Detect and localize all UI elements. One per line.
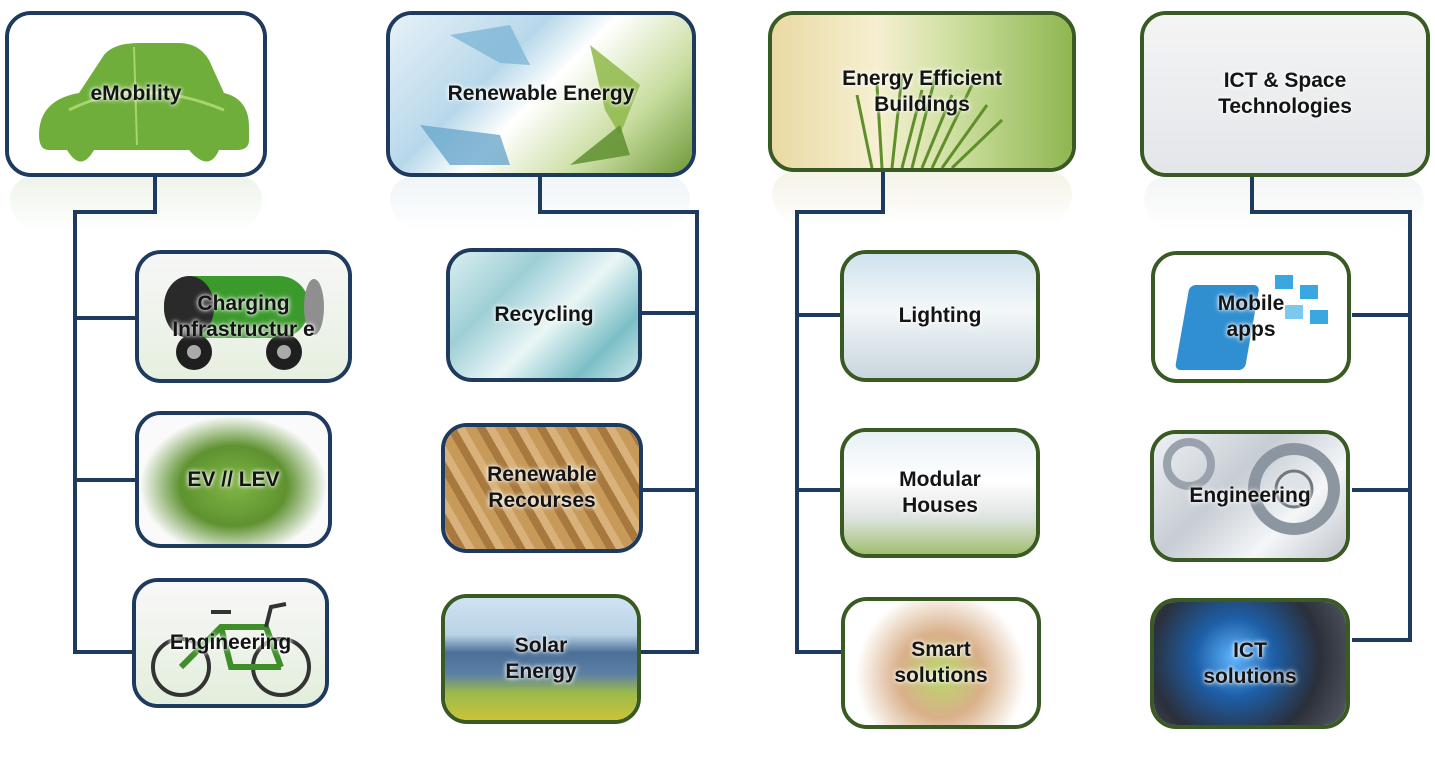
item-label: Recycling bbox=[494, 303, 594, 327]
item-recycling[interactable]: Recycling bbox=[446, 248, 642, 382]
header-renewable-energy[interactable]: Renewable Energy bbox=[386, 11, 696, 177]
globe-icon bbox=[1154, 602, 1346, 725]
grass-building-icon bbox=[772, 15, 1072, 168]
reflection bbox=[772, 172, 1072, 227]
pellets-icon bbox=[445, 427, 639, 549]
tablet-icon bbox=[1155, 255, 1347, 379]
connector-ict bbox=[1250, 175, 1412, 642]
item-renewable-recourses[interactable]: Renewable Recourses bbox=[441, 423, 643, 553]
header-label: Renewable Energy bbox=[447, 82, 635, 106]
item-label: Smart solutions bbox=[894, 638, 988, 687]
reflection bbox=[10, 177, 262, 232]
item-solar-energy[interactable]: Solar Energy bbox=[441, 594, 641, 724]
item-label: EV // LEV bbox=[187, 467, 280, 491]
reflection bbox=[1144, 177, 1424, 232]
header-label: eMobility bbox=[90, 82, 182, 106]
leaf-car-icon bbox=[9, 15, 263, 173]
satellite-icon bbox=[1144, 15, 1426, 173]
connector-emobility bbox=[73, 175, 157, 654]
item-ict-solutions[interactable]: ICT solutions bbox=[1150, 598, 1350, 729]
item-charging-infrastructure[interactable]: Charging Infrastructur e bbox=[135, 250, 352, 383]
item-label: Engineering bbox=[169, 631, 292, 655]
item-label: Lighting bbox=[898, 304, 982, 328]
header-label: Energy Efficient Buildings bbox=[842, 66, 1002, 116]
item-label: Charging Infrastructur e bbox=[172, 291, 315, 341]
item-engineering-emobility[interactable]: Engineering bbox=[132, 578, 329, 708]
ebike-icon bbox=[136, 582, 325, 704]
grass-car-icon bbox=[139, 415, 328, 544]
battery-car-icon bbox=[139, 254, 348, 379]
house-icon bbox=[844, 432, 1036, 554]
item-modular-houses[interactable]: Modular Houses bbox=[840, 428, 1040, 558]
hands-globe-icon bbox=[845, 601, 1037, 725]
item-smart-solutions[interactable]: Smart solutions bbox=[841, 597, 1041, 729]
item-ev-lev[interactable]: EV // LEV bbox=[135, 411, 332, 548]
shards-icon bbox=[450, 252, 638, 378]
connector-buildings bbox=[795, 170, 885, 654]
hall-icon bbox=[844, 254, 1036, 378]
item-label: Solar Energy bbox=[505, 634, 577, 683]
item-mobile-apps[interactable]: Mobile apps bbox=[1151, 251, 1351, 383]
item-label: Modular Houses bbox=[899, 468, 981, 517]
item-label: Engineering bbox=[1189, 484, 1311, 508]
header-energy-efficient-buildings[interactable]: Energy Efficient Buildings bbox=[768, 11, 1076, 172]
item-label: ICT solutions bbox=[1203, 638, 1297, 688]
header-emobility[interactable]: eMobility bbox=[5, 11, 267, 177]
item-label: Renewable Recourses bbox=[487, 463, 597, 512]
bearing-icon bbox=[1154, 434, 1346, 558]
recycle-icon bbox=[390, 15, 692, 173]
header-ict-space-technologies[interactable]: ICT & Space Technologies bbox=[1140, 11, 1430, 177]
item-engineering-ict[interactable]: Engineering bbox=[1150, 430, 1350, 562]
connector-renewable bbox=[538, 175, 699, 654]
item-lighting[interactable]: Lighting bbox=[840, 250, 1040, 382]
solar-panel-icon bbox=[445, 598, 637, 720]
header-label: ICT & Space Technologies bbox=[1218, 69, 1352, 118]
item-label: Mobile apps bbox=[1217, 292, 1285, 341]
